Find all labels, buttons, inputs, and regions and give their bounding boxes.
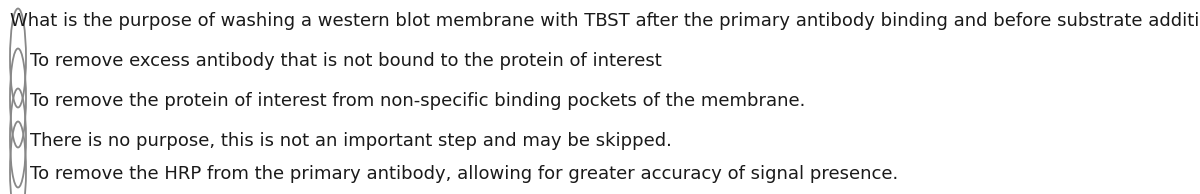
- Text: There is no purpose, this is not an important step and may be skipped.: There is no purpose, this is not an impo…: [30, 132, 672, 150]
- Text: To remove excess antibody that is not bound to the protein of interest: To remove excess antibody that is not bo…: [30, 52, 661, 70]
- Text: To remove the HRP from the primary antibody, allowing for greater accuracy of si: To remove the HRP from the primary antib…: [30, 165, 899, 183]
- Text: What is the purpose of washing a western blot membrane with TBST after the prima: What is the purpose of washing a western…: [10, 12, 1200, 30]
- Text: To remove the protein of interest from non-specific binding pockets of the membr: To remove the protein of interest from n…: [30, 92, 805, 110]
